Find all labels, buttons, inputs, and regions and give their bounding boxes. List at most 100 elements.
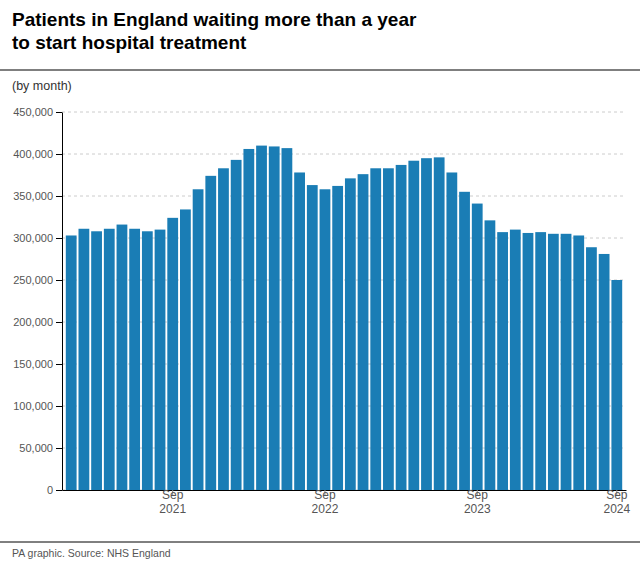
bar	[231, 160, 242, 490]
y-tick-mark	[56, 238, 62, 239]
text-line: Sep	[467, 488, 489, 502]
y-tick: 0	[47, 484, 62, 496]
bar	[535, 232, 546, 490]
bar	[497, 232, 508, 490]
y-axis: 0 50,000 100,000 150,000 200,000 250,000 300,0…	[13, 106, 62, 496]
text-line: 2022	[312, 502, 339, 516]
bar	[66, 235, 77, 490]
y-tick-mark	[56, 364, 62, 365]
y-tick-label: 50,000	[19, 442, 53, 454]
bar	[548, 234, 559, 490]
y-tick-mark	[56, 280, 62, 281]
bar	[586, 247, 597, 490]
y-tick-mark	[56, 406, 62, 407]
grid	[62, 112, 626, 490]
bar	[269, 146, 280, 490]
text-line: 2023	[464, 502, 491, 516]
bar	[561, 234, 572, 490]
y-tick: 300,000	[13, 232, 62, 244]
bar	[205, 176, 216, 490]
y-tick-label: 450,000	[13, 106, 53, 118]
x-tick: Sep2023	[464, 488, 491, 516]
bar	[307, 185, 318, 490]
y-tick-mark	[56, 448, 62, 449]
grid-line	[62, 154, 626, 155]
bar	[459, 192, 470, 490]
y-tick: 50,000	[19, 442, 62, 454]
x-tick-label: Sep2023	[464, 488, 491, 516]
y-tick: 350,000	[13, 190, 62, 202]
bar	[434, 157, 445, 490]
y-tick-label: 150,000	[13, 358, 53, 370]
bar	[573, 235, 584, 490]
text-line: to start hospital treatment	[12, 32, 247, 53]
bar	[421, 158, 432, 490]
text-line: 2024	[603, 502, 630, 516]
bar	[282, 148, 293, 490]
y-tick-label: 0	[47, 484, 53, 496]
title: Patients in England waiting more than a …	[12, 9, 417, 53]
bar	[358, 174, 369, 490]
grid-line	[62, 196, 626, 197]
x-tick: Sep2022	[312, 488, 339, 516]
y-tick-label: 250,000	[13, 274, 53, 286]
bar	[142, 231, 153, 490]
x-tick: Sep2024	[603, 488, 630, 516]
y-tick-mark	[56, 154, 62, 155]
bar	[117, 225, 128, 490]
y-tick: 400,000	[13, 148, 62, 160]
y-tick-label: 350,000	[13, 190, 53, 202]
x-tick: Sep2021	[159, 488, 186, 516]
bar	[320, 189, 331, 490]
y-tick: 450,000	[13, 106, 62, 118]
plot-area	[66, 146, 622, 490]
bar	[91, 231, 102, 490]
bar	[167, 218, 178, 490]
y-tick-mark	[56, 490, 62, 491]
bar	[345, 178, 356, 490]
text-line: Sep	[314, 488, 336, 502]
bar	[218, 168, 229, 490]
y-tick: 250,000	[13, 274, 62, 286]
y-tick: 200,000	[13, 316, 62, 328]
bar	[180, 209, 191, 490]
bar	[256, 146, 267, 490]
bar	[611, 280, 622, 490]
y-tick-mark	[56, 112, 62, 113]
y-tick-label: 300,000	[13, 232, 53, 244]
y-tick-label: 400,000	[13, 148, 53, 160]
bar	[129, 229, 140, 490]
x-axis: Sep2021Sep2022Sep2023Sep2024	[63, 488, 631, 516]
bar	[396, 165, 407, 490]
y-tick: 150,000	[13, 358, 62, 370]
bar	[332, 186, 343, 490]
y-tick-label: 100,000	[13, 400, 53, 412]
bar	[446, 172, 457, 490]
x-tick-label: Sep2022	[312, 488, 339, 516]
bar	[78, 229, 89, 490]
bar	[383, 168, 394, 490]
bar	[510, 230, 521, 490]
bar	[243, 149, 254, 490]
bar	[104, 229, 115, 490]
x-axis-line	[63, 490, 627, 491]
title-rule	[0, 69, 640, 70]
x-tick-label: Sep2024	[603, 488, 630, 516]
text-line: Sep	[162, 488, 184, 502]
text-line: Sep	[606, 488, 628, 502]
bar	[408, 161, 419, 490]
chart: Patients in England waiting more than a …	[0, 0, 640, 566]
bar	[294, 172, 305, 490]
source: PA graphic. Source: NHS England	[12, 547, 171, 559]
subtitle: (by month)	[12, 79, 72, 93]
bar	[472, 204, 483, 490]
y-tick: 100,000	[13, 400, 62, 412]
bar	[485, 220, 496, 490]
y-tick-label: 200,000	[13, 316, 53, 328]
y-tick-mark	[56, 196, 62, 197]
bar	[193, 189, 204, 490]
text-line: Patients in England waiting more than a …	[12, 9, 417, 30]
bar	[155, 230, 166, 490]
y-tick-mark	[56, 322, 62, 323]
text-line: 2021	[159, 502, 186, 516]
